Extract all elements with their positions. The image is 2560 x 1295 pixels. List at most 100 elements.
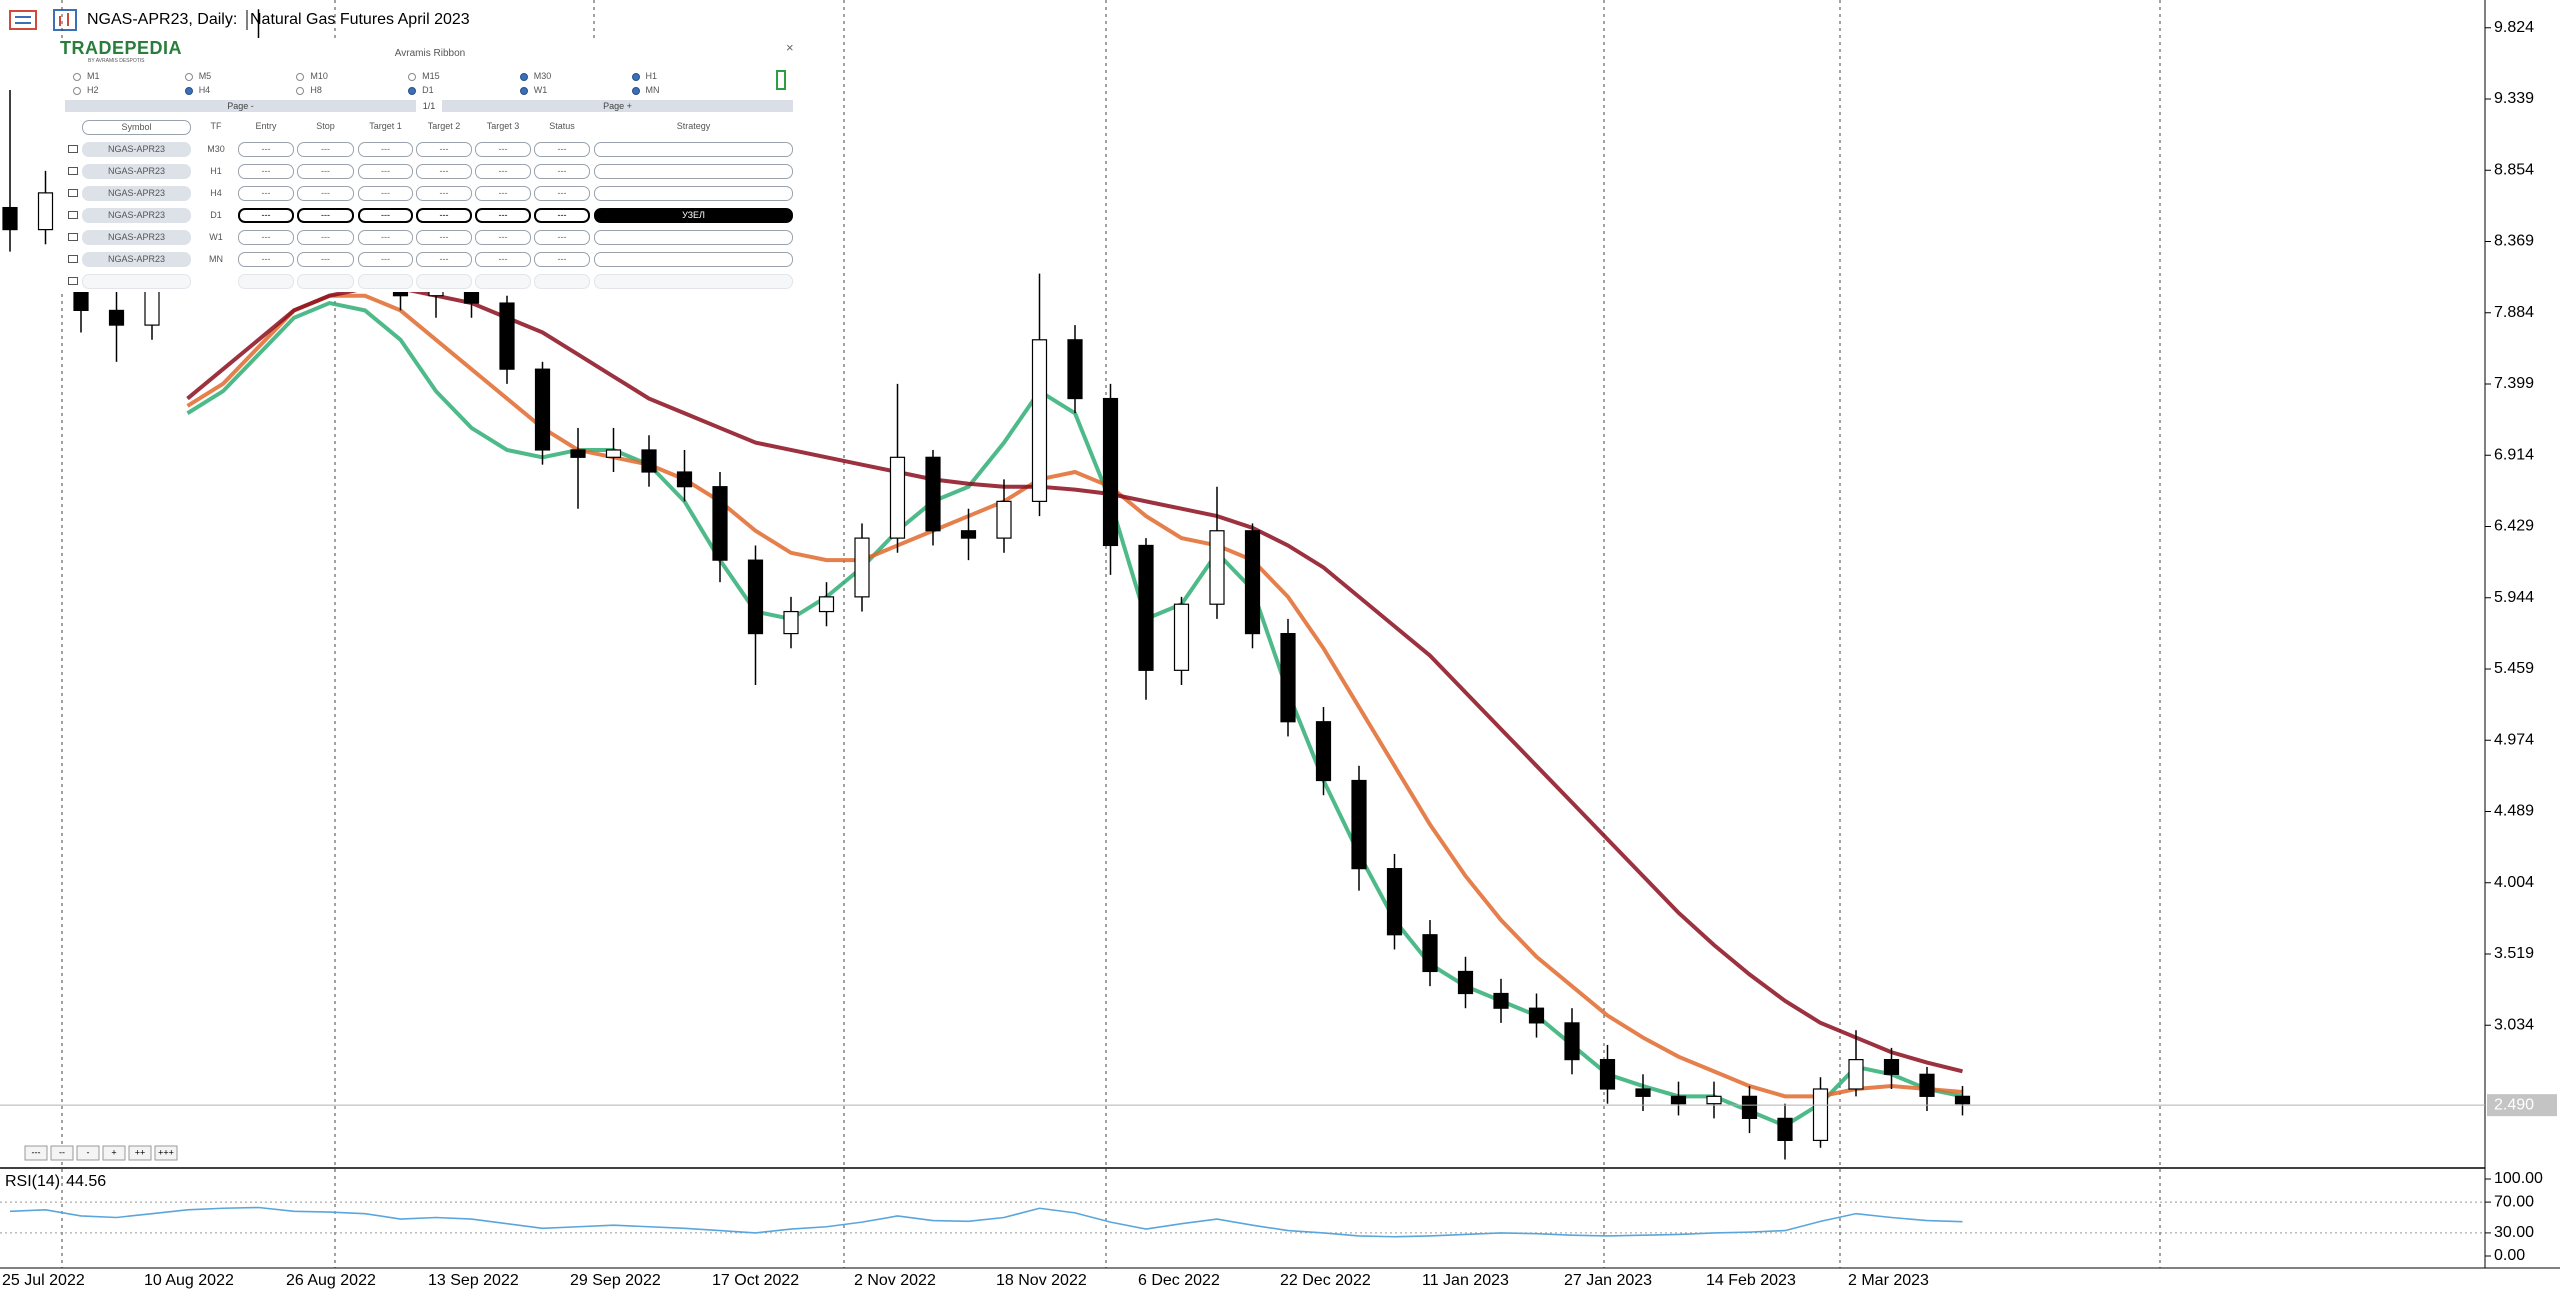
cell: NGAS-APR23 [82,164,191,179]
zoom-button-label[interactable]: - [87,1147,90,1157]
row-icon[interactable] [68,145,78,153]
zoom-button-label[interactable]: ++ [135,1147,146,1157]
cell: --- [358,164,413,179]
candle-body [1883,1059,1900,1075]
zoom-button-label[interactable]: --- [32,1147,41,1157]
y-tick-label: 4.004 [2494,874,2534,891]
icon [53,9,77,31]
row-icon[interactable] [68,167,78,175]
radio-button[interactable] [408,87,417,95]
tf-cell: D1 [210,210,222,220]
y-tick-label: 3.034 [2494,1016,2534,1033]
zoom-button[interactable] [154,1145,178,1161]
zoom-button[interactable] [102,1145,126,1161]
x-tick-label: 26 Aug 2022 [286,1272,376,1289]
tf-cell: H1 [210,166,222,176]
cell: --- [297,142,354,157]
cell [82,274,191,289]
strategy-cell [594,142,793,157]
candle-body [1848,1059,1864,1090]
radio-label[interactable]: M5 [198,71,212,81]
cell: --- [238,252,294,267]
cell: NGAS-APR23 [82,186,191,201]
cell: --- [416,186,472,201]
radio-label[interactable]: H2 [87,85,99,95]
candle-body [1635,1088,1651,1097]
cell: --- [416,230,472,245]
page-next-button[interactable]: Page + [442,100,793,112]
radio-label[interactable]: D1 [422,85,434,95]
zoom-button[interactable] [50,1145,74,1161]
radio-label[interactable]: H1 [645,71,658,81]
cell: --- [534,186,590,201]
candle-body [1777,1117,1793,1142]
radio-button[interactable] [296,87,305,95]
radio-button[interactable] [184,87,193,95]
radio-label[interactable]: M10 [310,71,328,81]
row-icon[interactable] [68,211,78,219]
radio-button[interactable] [296,73,305,81]
cell: NGAS-APR23 [82,142,191,157]
radio-button[interactable] [631,87,640,95]
zoom-button-label[interactable]: -- [59,1147,65,1157]
cell: --- [534,164,590,179]
column-header: TF [210,121,222,131]
candle-body [1812,1088,1829,1142]
cell [475,274,531,289]
tf-cell: M30 [207,144,225,154]
page-prev-button[interactable]: Page - [65,100,416,112]
rsi-name: RSI(14) [5,1173,60,1190]
radio-button[interactable] [73,87,81,95]
zoom-button[interactable] [24,1145,48,1161]
y-tick-label: 8.369 [2494,233,2534,250]
zoom-button[interactable] [76,1145,100,1161]
ribbon-line [186,293,1963,1099]
row-icon[interactable] [68,277,78,285]
candle-body [1670,1095,1687,1105]
strategy-cell [594,164,793,179]
x-tick-label: 18 Nov 2022 [996,1272,1087,1289]
radio-button[interactable] [408,73,417,81]
candle-body [889,456,906,539]
radio-button[interactable] [73,73,81,81]
close-button[interactable]: × [786,40,794,55]
candle-body [676,471,693,488]
candle-body [1138,544,1154,671]
radio-button[interactable] [184,73,193,81]
x-tick-label: 14 Feb 2023 [1706,1272,1796,1289]
cell: --- [416,164,472,179]
cell: --- [534,142,590,157]
cell [238,274,294,289]
radio-button[interactable] [519,87,528,95]
ribbon-line [186,286,1963,1074]
current-price-box [2487,1094,2557,1117]
cell [297,274,354,289]
radio-button[interactable] [631,73,640,81]
zoom-button[interactable] [128,1145,152,1161]
row-icon[interactable] [68,233,78,241]
radio-label[interactable]: W1 [533,85,548,95]
radio-label[interactable]: H4 [198,85,211,95]
cell: --- [297,230,354,245]
radio-label[interactable]: M1 [87,71,100,81]
row-icon[interactable] [68,189,78,197]
candle-body [1457,970,1474,995]
zoom-button-label[interactable]: + [111,1147,116,1157]
radio-label[interactable]: MN [645,85,660,95]
x-tick-label: 13 Sep 2022 [428,1272,519,1289]
zoom-button-label[interactable]: +++ [158,1147,174,1157]
candle-body [818,596,835,613]
candle-body [1280,632,1296,723]
cell [416,274,472,289]
row-icon[interactable] [68,255,78,263]
radio-label[interactable]: M15 [422,71,440,81]
radio-button[interactable] [519,73,528,81]
candle-body [605,449,622,458]
symbol-description: Natural Gas Futures April 2023 [250,11,470,28]
cell [534,274,590,289]
cell: --- [358,186,413,201]
cell: --- [297,208,354,223]
radio-label[interactable]: M30 [533,71,552,81]
radio-label[interactable]: H8 [310,85,322,95]
cell [358,274,413,289]
